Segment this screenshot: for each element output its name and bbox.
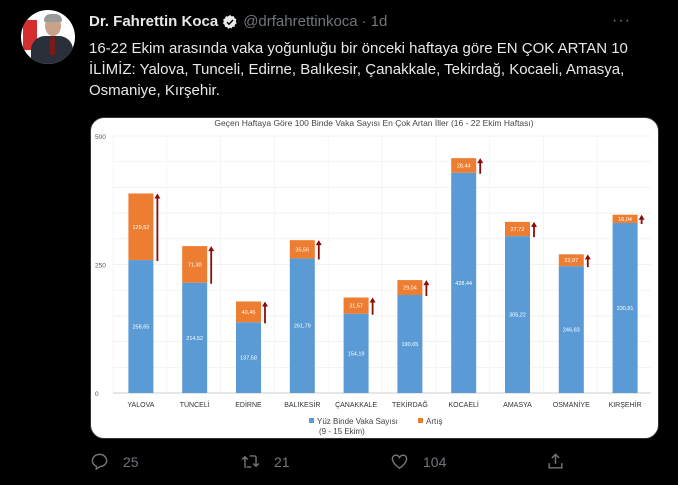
data-label-base: 246,83 [563,328,580,334]
x-tick-label: OSMANİYE [553,400,590,409]
bar-increase [612,214,638,223]
data-label-increase: 16,04 [618,217,632,223]
data-label-increase: 27,72 [511,227,525,233]
x-tick-label: ÇANAKKALE [335,402,377,409]
data-label-increase: 129,52 [132,225,149,231]
bar-increase [128,193,154,261]
data-label-base: 137,58 [240,356,257,362]
legend-swatch-increase [418,418,423,423]
x-tick-label: KOCAELİ [449,400,479,409]
avatar-tie [50,37,55,55]
share-button[interactable] [546,452,579,471]
tweet-actions: 25 21 104 [0,452,678,474]
bar-base [236,322,261,393]
increase-arrowhead [423,280,430,286]
legend-label-base: Yüz Binde Vaka Sayısı [317,417,398,426]
bar-base [182,282,208,393]
bar-increase [236,301,261,323]
more-options-button[interactable]: ··· [612,12,631,29]
reply-count: 25 [123,453,139,470]
x-tick-label: EDİRNE [235,400,262,409]
data-label-base: 330,81 [617,306,634,312]
data-label-base: 258,65 [132,325,149,331]
increase-arrowhead [208,246,215,252]
bar-increase [505,221,530,237]
reply-button[interactable]: 25 [90,452,139,471]
author-handle[interactable]: @drfahrettinkoca [243,13,358,30]
retweet-button[interactable]: 21 [241,452,290,471]
tweet-text: 16-22 Ekim arasında vaka yoğunluğu bir ö… [89,40,628,99]
timestamp[interactable]: 1d [370,13,388,30]
bar-increase [343,297,369,314]
bar-increase [397,280,423,296]
data-label-increase: 40,46 [242,310,256,316]
like-button[interactable]: 104 [390,452,446,471]
legend: Yüz Binde Vaka Sayısı (9 - 15 Ekim) Artı… [309,417,442,436]
bar-increase [182,246,208,283]
increase-arrowhead [315,240,322,246]
share-icon [548,453,563,469]
data-label-base: 190,65 [401,342,418,348]
bar-base [289,258,315,393]
bar-increase [451,158,477,173]
data-label-base: 261,79 [294,324,311,330]
avatar[interactable] [21,10,75,64]
data-label-base: 154,19 [348,351,365,357]
chart-title: Geçen Haftaya Göre 100 Binde Vaka Sayısı… [214,118,533,128]
increase-arrowhead [369,297,376,303]
increase-arrowhead [531,221,537,227]
data-label-base: 214,52 [186,336,203,342]
increase-arrowhead [477,158,484,164]
increase-arrowhead [154,193,161,199]
separator: · [361,13,367,30]
bar-base [128,260,154,393]
increase-arrowhead [638,214,645,220]
bar-base [505,236,530,393]
tweet-image[interactable]: Geçen Haftaya Göre 100 Binde Vaka Sayısı… [90,117,659,439]
y-tick-label: 250 [95,263,106,270]
author-name[interactable]: Dr. Fahrettin Koca [89,13,219,30]
x-tick-label: YALOVA [127,402,154,409]
bar-base [343,313,369,393]
data-label-increase: 28,44 [457,163,471,169]
bar-base [558,266,584,393]
heart-icon [391,454,408,470]
chart: Geçen Haftaya Göre 100 Binde Vaka Sayısı… [95,118,651,436]
x-tick-label: BALIKESİR [284,400,320,409]
tweet-header: Dr. Fahrettin Koca @drfahrettinkoca · 1d [89,13,387,30]
bar-base [451,172,477,393]
bar-increase [558,254,584,267]
verified-badge-icon [223,14,237,29]
x-tick-label: TEKİRDAĞ [392,400,428,409]
bar-increase [289,240,315,259]
increase-arrowhead [262,301,268,307]
data-label-base: 305,22 [509,313,526,319]
legend-label-increase: Artış [426,417,442,426]
legend-swatch-base [309,418,314,423]
increase-arrowhead [584,254,591,260]
y-tick-label: 0 [95,391,99,398]
like-count: 104 [423,453,447,470]
x-tick-label: AMASYA [503,402,532,409]
data-label-increase: 22,97 [564,258,578,264]
retweet-icon [241,455,260,468]
data-label-increase: 31,57 [349,304,363,310]
data-label-increase: 71,30 [188,262,202,268]
x-tick-label: KIRŞEHİR [609,400,642,409]
data-label-increase: 29,04 [403,286,417,292]
reply-icon [91,453,108,471]
y-tick-label: 500 [95,134,106,141]
bar-base [397,295,423,393]
data-label-base: 428,44 [455,281,472,287]
x-tick-label: TUNCELİ [180,400,210,409]
legend-label-base-sub: (9 - 15 Ekim) [319,427,365,436]
bar-base [612,222,638,393]
avatar-hair [44,14,62,22]
data-label-increase: 35,56 [295,247,309,253]
retweet-count: 21 [274,453,290,470]
